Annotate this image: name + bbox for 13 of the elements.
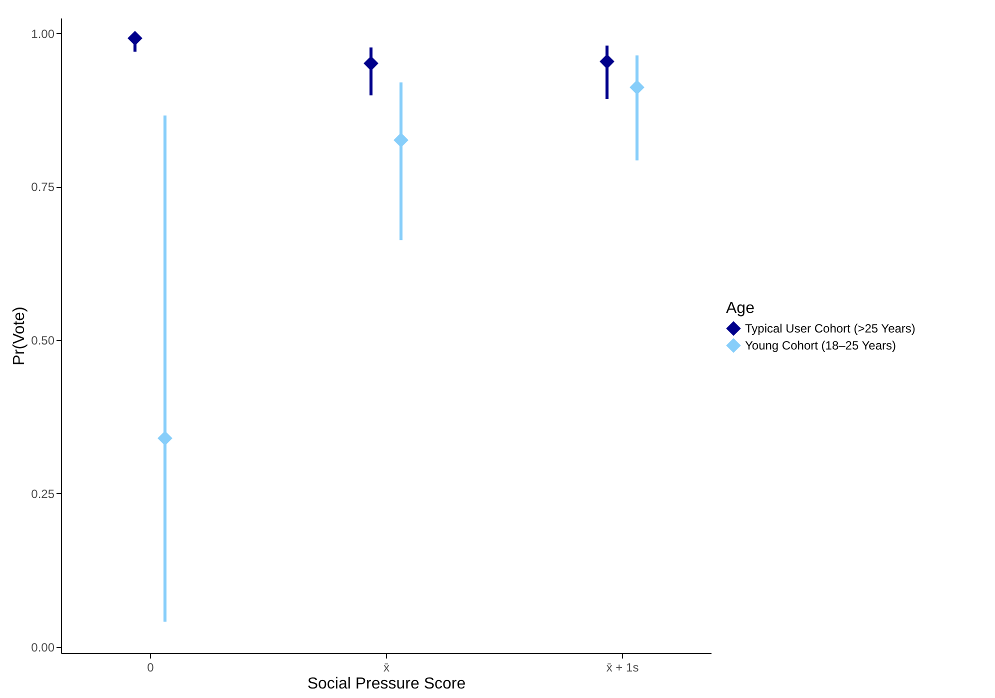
x-tick-label: x̄ [384, 660, 390, 674]
y-tick-label: 1.00 [31, 26, 55, 41]
x-tick-label: x̄ + 1s [606, 660, 639, 674]
y-tick-label: 0.25 [31, 486, 55, 501]
y-tick-label: 0.50 [31, 334, 55, 348]
y-tick-label: 0.75 [31, 180, 55, 194]
legend-label: Typical User Cohort (>25 Years) [745, 322, 916, 336]
x-axis-title: Social Pressure Score [307, 676, 466, 692]
y-tick-label: 0.00 [31, 640, 55, 654]
legend-label: Young Cohort (18–25 Years) [745, 338, 896, 352]
x-tick-label: 0 [147, 660, 154, 674]
y-axis-title: Pr(Vote) [11, 306, 28, 366]
legend-title: Age [726, 300, 755, 317]
